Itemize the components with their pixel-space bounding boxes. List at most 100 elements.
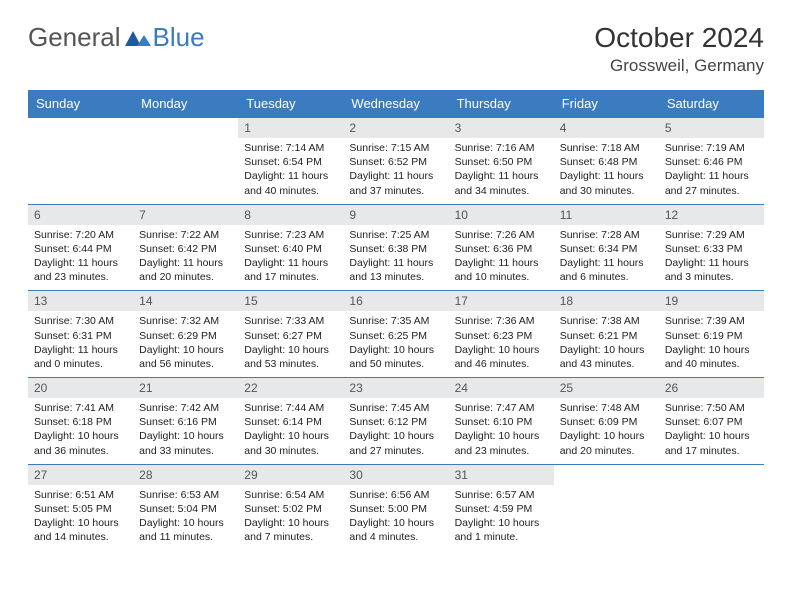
day-number: 2 [343, 118, 448, 138]
day-body: Sunrise: 7:15 AMSunset: 6:52 PMDaylight:… [343, 138, 448, 204]
day-number: 3 [449, 118, 554, 138]
week-row: 6Sunrise: 7:20 AMSunset: 6:44 PMDaylight… [28, 204, 764, 291]
day-body: Sunrise: 6:56 AMSunset: 5:00 PMDaylight:… [343, 485, 448, 551]
daylight-line-1: Daylight: 11 hours [455, 169, 548, 183]
daylight-line-2: and 1 minute. [455, 530, 548, 544]
day-body: Sunrise: 7:35 AMSunset: 6:25 PMDaylight:… [343, 311, 448, 377]
day-number: 18 [554, 291, 659, 311]
sunset-line: Sunset: 6:52 PM [349, 155, 442, 169]
day-body: Sunrise: 7:25 AMSunset: 6:38 PMDaylight:… [343, 225, 448, 291]
sunrise-line: Sunrise: 7:29 AM [665, 228, 758, 242]
sunset-line: Sunset: 6:29 PM [139, 329, 232, 343]
day-cell: 4Sunrise: 7:18 AMSunset: 6:48 PMDaylight… [554, 118, 659, 205]
daylight-line-1: Daylight: 10 hours [349, 516, 442, 530]
day-body: Sunrise: 7:22 AMSunset: 6:42 PMDaylight:… [133, 225, 238, 291]
daylight-line-2: and 36 minutes. [34, 444, 127, 458]
sunrise-line: Sunrise: 7:39 AM [665, 314, 758, 328]
daylight-line-1: Daylight: 10 hours [244, 429, 337, 443]
day-cell: 9Sunrise: 7:25 AMSunset: 6:38 PMDaylight… [343, 204, 448, 291]
day-cell: 31Sunrise: 6:57 AMSunset: 4:59 PMDayligh… [449, 464, 554, 550]
sunrise-line: Sunrise: 7:35 AM [349, 314, 442, 328]
sunrise-line: Sunrise: 6:54 AM [244, 488, 337, 502]
week-row: 20Sunrise: 7:41 AMSunset: 6:18 PMDayligh… [28, 378, 764, 465]
calendar-table: SundayMondayTuesdayWednesdayThursdayFrid… [28, 90, 764, 550]
daylight-line-2: and 43 minutes. [560, 357, 653, 371]
day-body: Sunrise: 7:29 AMSunset: 6:33 PMDaylight:… [659, 225, 764, 291]
daylight-line-2: and 13 minutes. [349, 270, 442, 284]
daylight-line-2: and 50 minutes. [349, 357, 442, 371]
daylight-line-2: and 10 minutes. [455, 270, 548, 284]
sunset-line: Sunset: 6:38 PM [349, 242, 442, 256]
day-body: Sunrise: 6:53 AMSunset: 5:04 PMDaylight:… [133, 485, 238, 551]
sunset-line: Sunset: 6:10 PM [455, 415, 548, 429]
day-number: 24 [449, 378, 554, 398]
day-body: Sunrise: 6:51 AMSunset: 5:05 PMDaylight:… [28, 485, 133, 551]
day-number: 1 [238, 118, 343, 138]
day-cell: 13Sunrise: 7:30 AMSunset: 6:31 PMDayligh… [28, 291, 133, 378]
weekday-header-cell: Saturday [659, 90, 764, 118]
daylight-line-2: and 27 minutes. [665, 184, 758, 198]
day-body: Sunrise: 7:30 AMSunset: 6:31 PMDaylight:… [28, 311, 133, 377]
daylight-line-2: and 33 minutes. [139, 444, 232, 458]
logo-text-blue: Blue [153, 22, 205, 53]
sunset-line: Sunset: 6:46 PM [665, 155, 758, 169]
daylight-line-1: Daylight: 11 hours [665, 169, 758, 183]
daylight-line-1: Daylight: 10 hours [244, 343, 337, 357]
day-cell: 25Sunrise: 7:48 AMSunset: 6:09 PMDayligh… [554, 378, 659, 465]
daylight-line-2: and 4 minutes. [349, 530, 442, 544]
day-number: 22 [238, 378, 343, 398]
sunset-line: Sunset: 6:23 PM [455, 329, 548, 343]
daylight-line-2: and 0 minutes. [34, 357, 127, 371]
daylight-line-2: and 40 minutes. [665, 357, 758, 371]
day-cell: 16Sunrise: 7:35 AMSunset: 6:25 PMDayligh… [343, 291, 448, 378]
day-body: Sunrise: 7:36 AMSunset: 6:23 PMDaylight:… [449, 311, 554, 377]
weekday-header-cell: Tuesday [238, 90, 343, 118]
day-body: Sunrise: 7:47 AMSunset: 6:10 PMDaylight:… [449, 398, 554, 464]
day-body: Sunrise: 7:14 AMSunset: 6:54 PMDaylight:… [238, 138, 343, 204]
daylight-line-2: and 7 minutes. [244, 530, 337, 544]
day-cell: 24Sunrise: 7:47 AMSunset: 6:10 PMDayligh… [449, 378, 554, 465]
sunset-line: Sunset: 6:31 PM [34, 329, 127, 343]
sunrise-line: Sunrise: 7:15 AM [349, 141, 442, 155]
day-number: 14 [133, 291, 238, 311]
daylight-line-2: and 6 minutes. [560, 270, 653, 284]
day-cell: 29Sunrise: 6:54 AMSunset: 5:02 PMDayligh… [238, 464, 343, 550]
daylight-line-2: and 46 minutes. [455, 357, 548, 371]
daylight-line-1: Daylight: 11 hours [34, 256, 127, 270]
daylight-line-2: and 37 minutes. [349, 184, 442, 198]
day-cell: 23Sunrise: 7:45 AMSunset: 6:12 PMDayligh… [343, 378, 448, 465]
sunrise-line: Sunrise: 7:41 AM [34, 401, 127, 415]
day-cell: 8Sunrise: 7:23 AMSunset: 6:40 PMDaylight… [238, 204, 343, 291]
sunset-line: Sunset: 6:50 PM [455, 155, 548, 169]
sunrise-line: Sunrise: 7:32 AM [139, 314, 232, 328]
header: General Blue October 2024 Grossweil, Ger… [28, 22, 764, 76]
day-number: 4 [554, 118, 659, 138]
day-cell: 1Sunrise: 7:14 AMSunset: 6:54 PMDaylight… [238, 118, 343, 205]
sunset-line: Sunset: 6:21 PM [560, 329, 653, 343]
week-row: 27Sunrise: 6:51 AMSunset: 5:05 PMDayligh… [28, 464, 764, 550]
day-number: 20 [28, 378, 133, 398]
daylight-line-1: Daylight: 11 hours [560, 169, 653, 183]
sunrise-line: Sunrise: 7:48 AM [560, 401, 653, 415]
sunset-line: Sunset: 6:44 PM [34, 242, 127, 256]
logo-triangle-icon [125, 29, 151, 47]
daylight-line-1: Daylight: 10 hours [34, 429, 127, 443]
day-number: 30 [343, 465, 448, 485]
sunrise-line: Sunrise: 7:18 AM [560, 141, 653, 155]
sunrise-line: Sunrise: 7:36 AM [455, 314, 548, 328]
logo: General Blue [28, 22, 205, 53]
day-cell: 19Sunrise: 7:39 AMSunset: 6:19 PMDayligh… [659, 291, 764, 378]
daylight-line-1: Daylight: 11 hours [139, 256, 232, 270]
day-body: Sunrise: 7:28 AMSunset: 6:34 PMDaylight:… [554, 225, 659, 291]
day-number: 19 [659, 291, 764, 311]
daylight-line-1: Daylight: 11 hours [665, 256, 758, 270]
sunset-line: Sunset: 6:14 PM [244, 415, 337, 429]
day-number: 9 [343, 205, 448, 225]
daylight-line-2: and 14 minutes. [34, 530, 127, 544]
sunset-line: Sunset: 6:12 PM [349, 415, 442, 429]
day-cell: 15Sunrise: 7:33 AMSunset: 6:27 PMDayligh… [238, 291, 343, 378]
daylight-line-1: Daylight: 10 hours [560, 429, 653, 443]
daylight-line-1: Daylight: 11 hours [244, 169, 337, 183]
day-cell: 5Sunrise: 7:19 AMSunset: 6:46 PMDaylight… [659, 118, 764, 205]
daylight-line-2: and 23 minutes. [455, 444, 548, 458]
